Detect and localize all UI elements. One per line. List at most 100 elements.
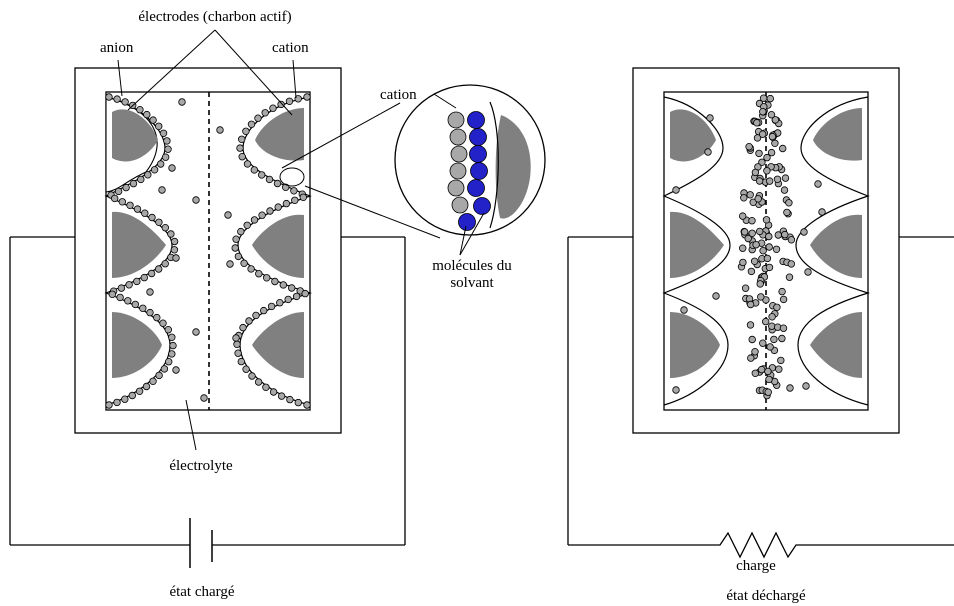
electrolyte-label: électrolyte <box>169 458 233 474</box>
adsorbed-cation <box>242 127 250 135</box>
adsorbed-anion <box>117 284 126 292</box>
dispersed-ion <box>751 348 759 356</box>
adsorbed-anion <box>155 371 163 380</box>
solvent-pointer-1 <box>459 225 467 256</box>
dispersed-ion <box>680 306 688 314</box>
adsorbed-cation <box>303 93 311 101</box>
dispersed-ion <box>744 234 752 243</box>
adsorbed-cation <box>285 97 294 105</box>
adsorbed-cation <box>269 104 277 112</box>
dispersed-ion <box>766 177 774 185</box>
adsorbed-cation <box>258 171 266 179</box>
load-resistor <box>568 531 954 559</box>
charged-state-label: état chargé <box>169 584 234 600</box>
dispersed-ion <box>766 343 774 351</box>
adsorbed-cation <box>274 203 282 211</box>
dispersed-ion <box>762 317 770 326</box>
solvent-molecule <box>473 197 491 215</box>
dispersed-ion <box>780 186 789 194</box>
adsorbed-cation <box>238 152 246 161</box>
dispersed-ion <box>787 236 796 244</box>
adsorbed-cation <box>237 135 246 143</box>
zoom-cation <box>447 179 465 197</box>
right-outer-casing <box>632 67 900 434</box>
adsorbed-cation <box>234 349 242 357</box>
dispersed-ion <box>762 216 771 224</box>
adsorbed-anion <box>126 201 134 209</box>
dispersed-ion <box>672 386 680 394</box>
solvent-molecule <box>470 162 488 180</box>
adsorbed-anion <box>159 319 167 327</box>
dispersed-ion <box>779 144 787 153</box>
dispersed-ion <box>779 295 788 304</box>
solvent-label-line2: solvant <box>450 275 494 291</box>
zoom-ions <box>447 111 491 231</box>
free-ion <box>172 254 180 262</box>
dispersed-ion <box>765 375 773 384</box>
dispersed-ion <box>672 186 680 194</box>
dispersed-ion <box>755 149 763 158</box>
adsorbed-anion <box>108 290 116 298</box>
dispersed-ion <box>751 168 760 177</box>
left-inner-cell <box>105 91 311 411</box>
dispersed-ion <box>741 228 749 236</box>
adsorbed-anion <box>116 293 124 302</box>
dispersed-ion <box>704 148 712 156</box>
adsorbed-cation <box>291 196 299 204</box>
adsorbed-anion <box>121 395 129 403</box>
anion-pointer <box>117 59 123 97</box>
adsorbed-anion <box>124 297 132 305</box>
dispersed-ion <box>740 194 748 202</box>
left-carbon-particle-1 <box>112 109 158 162</box>
dispersed-ion <box>774 231 782 239</box>
adsorbed-cation <box>303 401 311 409</box>
solvent-label-line1: molécules du <box>432 258 512 274</box>
free-ion <box>172 366 180 374</box>
adsorbed-cation <box>243 221 251 229</box>
dispersed-ion <box>746 191 754 199</box>
dispersed-ion <box>767 148 776 157</box>
dispersed-ion <box>739 258 747 267</box>
zoom-electrode-surface <box>489 101 499 229</box>
adsorbed-cation <box>290 187 298 195</box>
adsorbed-anion <box>170 246 179 254</box>
left-adsorbed-ions <box>105 93 311 409</box>
right-carbon-particle-2 <box>252 214 304 278</box>
adsorbed-anion <box>147 269 156 278</box>
discharged-state-panel: charge état déchargé <box>567 67 954 604</box>
adsorbed-cation <box>294 95 302 103</box>
adsorbed-anion <box>131 300 139 309</box>
adsorbed-anion <box>148 213 156 222</box>
electrodes-label: électrodes (charbon actif) <box>138 9 291 25</box>
adsorbed-cation <box>279 281 287 289</box>
adsorbed-anion <box>167 230 175 238</box>
dispersed-ion <box>763 254 772 263</box>
adsorbed-anion <box>161 223 169 232</box>
adsorbed-cation <box>262 383 270 391</box>
discharged-carbon-4 <box>813 108 862 161</box>
dispersed-ion <box>739 244 747 252</box>
discharged-carbon-3 <box>670 312 720 378</box>
dispersed-ion <box>757 293 765 301</box>
dispersed-ion <box>763 153 771 162</box>
adsorbed-anion <box>113 95 121 103</box>
discharged-carbon-1 <box>670 109 716 162</box>
free-ion <box>178 98 186 106</box>
dispersed-ion <box>746 300 755 309</box>
adsorbed-anion <box>110 194 119 203</box>
right-panel-left-electrode <box>662 96 731 406</box>
dispersed-ion <box>747 267 756 276</box>
adsorbed-cation <box>242 365 250 373</box>
adsorbed-anion <box>129 179 138 188</box>
dispersed-ion <box>777 356 785 365</box>
adsorbed-cation <box>232 235 240 243</box>
cation-label: cation <box>272 40 309 56</box>
dispersed-ion <box>749 198 757 206</box>
adsorbed-anion <box>121 98 129 106</box>
dispersed-ion <box>745 142 753 151</box>
adsorbed-cation <box>261 109 269 117</box>
adsorbed-cation <box>294 398 302 407</box>
adsorbed-cation <box>265 175 274 184</box>
dispersed-ion <box>768 313 776 321</box>
